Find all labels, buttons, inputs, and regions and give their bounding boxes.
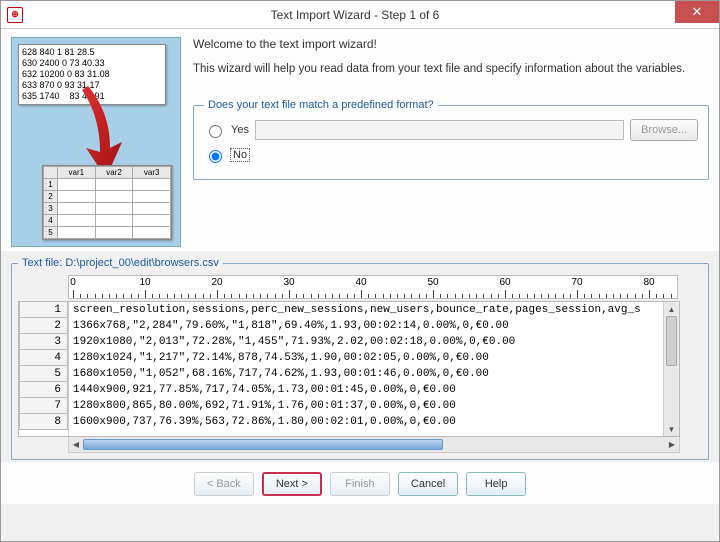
scroll-up-icon[interactable]: ▲	[664, 302, 679, 316]
file-preview-section: Text file: D:\project_00\edit\browsers.c…	[11, 257, 709, 460]
next-button[interactable]: Next >	[262, 472, 322, 496]
browse-button: Browse...	[630, 119, 698, 141]
data-lines: screen_resolution,sessions,perc_new_sess…	[69, 302, 663, 436]
welcome-description: This wizard will help you read data from…	[193, 61, 709, 77]
data-preview: 12345678 screen_resolution,sessions,perc…	[18, 301, 680, 437]
format-no-radio[interactable]	[209, 150, 222, 163]
format-yes-label: Yes	[231, 124, 249, 136]
text-file-group: Text file: D:\project_00\edit\browsers.c…	[11, 257, 709, 460]
format-yes-row: Yes Browse...	[204, 119, 698, 141]
predefined-format-legend: Does your text file match a predefined f…	[204, 99, 438, 111]
format-no-label: No	[231, 149, 249, 161]
upper-content: 628 840 1 81 28.5 630 2400 0 73 40.33 63…	[1, 29, 719, 251]
hscroll-thumb[interactable]	[83, 439, 443, 450]
app-icon: ⊕	[7, 7, 23, 23]
help-button[interactable]: Help	[466, 472, 526, 496]
wizard-button-bar: < Back Next > Finish Cancel Help	[1, 462, 719, 504]
row-number-gutter: 12345678	[19, 302, 69, 436]
illustration-text-sample: 628 840 1 81 28.5 630 2400 0 73 40.33 63…	[18, 44, 166, 105]
title-bar: ⊕ Text Import Wizard - Step 1 of 6 ✕	[1, 1, 719, 29]
scroll-right-icon[interactable]: ▶	[665, 437, 679, 452]
back-button: < Back	[194, 472, 254, 496]
vscroll-thumb[interactable]	[666, 316, 677, 366]
illustration-table: var1var2var312345	[42, 165, 172, 240]
close-button[interactable]: ✕	[675, 1, 719, 23]
wizard-illustration: 628 840 1 81 28.5 630 2400 0 73 40.33 63…	[11, 37, 181, 247]
scroll-left-icon[interactable]: ◀	[69, 437, 83, 452]
window-title: Text Import Wizard - Step 1 of 6	[31, 8, 679, 22]
welcome-heading: Welcome to the text import wizard!	[193, 37, 709, 51]
column-ruler: 01020304050607080	[68, 275, 678, 299]
finish-button: Finish	[330, 472, 390, 496]
vertical-scrollbar[interactable]: ▲ ▼	[663, 302, 679, 436]
format-yes-radio[interactable]	[209, 125, 222, 138]
text-file-legend: Text file: D:\project_00\edit\browsers.c…	[18, 257, 223, 269]
format-no-row: No	[204, 147, 698, 163]
format-path-input	[255, 120, 624, 140]
predefined-format-group: Does your text file match a predefined f…	[193, 99, 709, 180]
cancel-button[interactable]: Cancel	[398, 472, 458, 496]
intro-panel: Welcome to the text import wizard! This …	[193, 37, 709, 247]
close-icon: ✕	[692, 4, 703, 20]
scroll-down-icon[interactable]: ▼	[664, 422, 679, 436]
horizontal-scrollbar[interactable]: ◀ ▶	[68, 437, 680, 453]
